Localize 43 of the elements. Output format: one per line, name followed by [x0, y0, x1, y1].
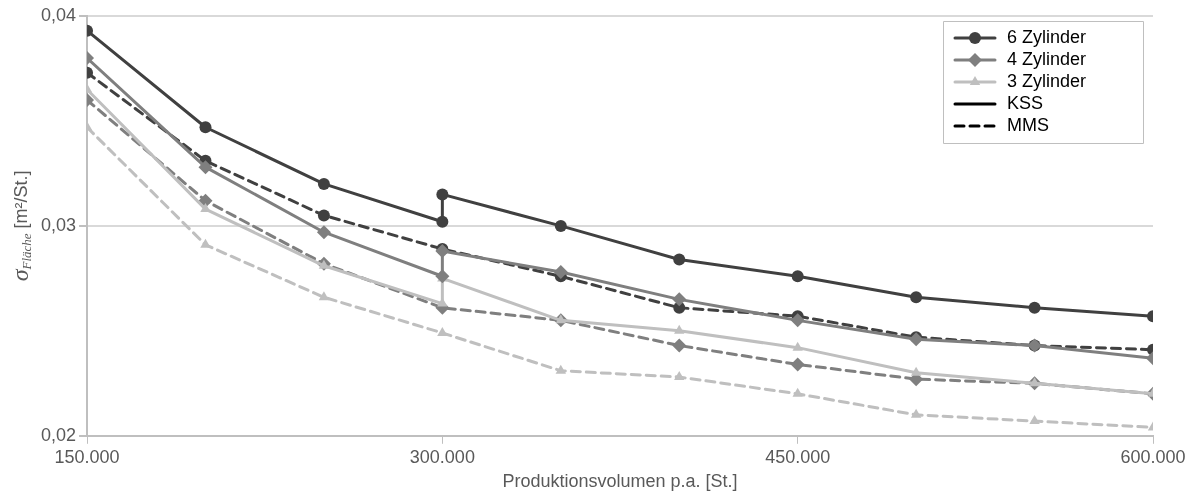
- x-tick-label: 150.000: [54, 446, 120, 467]
- point: [673, 253, 686, 266]
- point: [436, 188, 449, 201]
- y-tick-label: 0,02: [40, 424, 77, 445]
- point: [672, 338, 687, 353]
- legend-label: MMS: [1007, 114, 1049, 135]
- legend-label: 6 Zylinder: [1007, 26, 1087, 47]
- x-axis-title: Produktionsvolumen p.a. [St.]: [502, 471, 738, 492]
- point: [436, 215, 449, 228]
- point: [317, 177, 330, 190]
- point: [910, 366, 922, 376]
- point: [435, 244, 450, 259]
- point: [553, 265, 568, 280]
- point: [555, 364, 566, 374]
- y-tick-label: 0,04: [40, 4, 77, 25]
- point: [791, 270, 804, 283]
- x-tick-label: 450.000: [765, 446, 831, 467]
- legend-label: KSS: [1007, 92, 1044, 113]
- point: [317, 209, 330, 222]
- point: [792, 341, 803, 351]
- y-axis-title: σFläche [m²/St.]: [7, 170, 35, 282]
- point: [554, 219, 567, 232]
- point: [910, 291, 923, 304]
- y-tick-label: 0,03: [40, 214, 77, 235]
- x-tick-label: 600.000: [1120, 446, 1186, 467]
- point: [790, 357, 805, 372]
- legend-label: 3 Zylinder: [1007, 70, 1087, 91]
- x-tick-label: 300.000: [409, 446, 475, 467]
- point: [1028, 301, 1041, 314]
- point: [674, 371, 685, 381]
- point: [792, 387, 803, 397]
- point: [1029, 415, 1040, 425]
- point: [198, 160, 213, 175]
- point: [790, 313, 805, 328]
- point: [199, 121, 212, 134]
- point: [672, 292, 687, 307]
- legend-label: 4 Zylinder: [1007, 48, 1087, 69]
- point: [910, 408, 922, 418]
- point: [674, 324, 685, 334]
- point: [1029, 377, 1040, 387]
- point: [318, 291, 330, 301]
- point: [437, 326, 448, 336]
- point: [316, 225, 331, 240]
